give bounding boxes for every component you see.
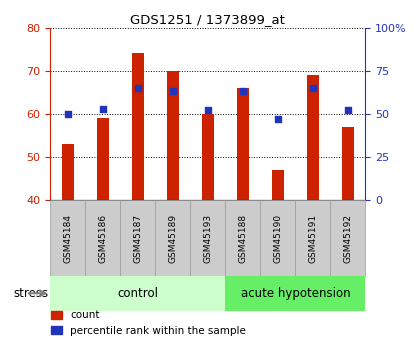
Point xyxy=(275,116,281,122)
Bar xyxy=(121,200,155,276)
Text: GSM45192: GSM45192 xyxy=(344,214,352,263)
Text: GSM45188: GSM45188 xyxy=(239,214,247,263)
Point xyxy=(100,106,106,111)
Text: GSM45187: GSM45187 xyxy=(134,214,142,263)
Bar xyxy=(50,200,85,276)
Bar xyxy=(155,200,190,276)
Point xyxy=(134,85,141,91)
Bar xyxy=(295,200,331,276)
Bar xyxy=(85,200,121,276)
Bar xyxy=(226,200,260,276)
Text: acute hypotension: acute hypotension xyxy=(241,287,350,300)
Bar xyxy=(97,118,109,200)
Bar xyxy=(342,127,354,200)
Text: GSM45193: GSM45193 xyxy=(203,214,213,263)
Point xyxy=(65,111,71,117)
Text: GSM45186: GSM45186 xyxy=(98,214,108,263)
Text: control: control xyxy=(118,287,158,300)
Point xyxy=(239,89,246,94)
Bar xyxy=(260,200,295,276)
Bar xyxy=(202,114,214,200)
Text: GSM45184: GSM45184 xyxy=(63,214,72,263)
Text: GSM45189: GSM45189 xyxy=(168,214,177,263)
Bar xyxy=(307,75,319,200)
Point xyxy=(310,85,316,91)
Point xyxy=(344,108,351,113)
Legend: count, percentile rank within the sample: count, percentile rank within the sample xyxy=(47,306,250,340)
Bar xyxy=(272,170,284,200)
Bar xyxy=(50,276,226,310)
Title: GDS1251 / 1373899_at: GDS1251 / 1373899_at xyxy=(131,13,285,27)
Bar xyxy=(237,88,249,200)
Text: GSM45191: GSM45191 xyxy=(308,214,318,263)
Point xyxy=(205,108,211,113)
Bar xyxy=(331,200,365,276)
Point xyxy=(170,89,176,94)
Bar xyxy=(190,200,226,276)
Bar xyxy=(62,144,74,200)
Bar xyxy=(226,276,365,310)
Text: GSM45190: GSM45190 xyxy=(273,214,282,263)
Text: stress: stress xyxy=(13,287,49,300)
Bar xyxy=(132,53,144,200)
Bar xyxy=(167,71,179,200)
